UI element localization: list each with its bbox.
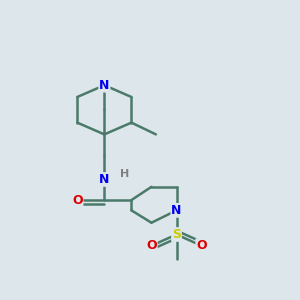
Text: H: H <box>120 169 130 179</box>
Text: N: N <box>171 204 182 217</box>
Text: O: O <box>196 239 207 252</box>
Text: O: O <box>146 239 157 252</box>
Text: S: S <box>172 228 181 241</box>
Text: O: O <box>72 194 83 207</box>
Text: N: N <box>99 173 110 186</box>
Text: N: N <box>99 79 110 92</box>
